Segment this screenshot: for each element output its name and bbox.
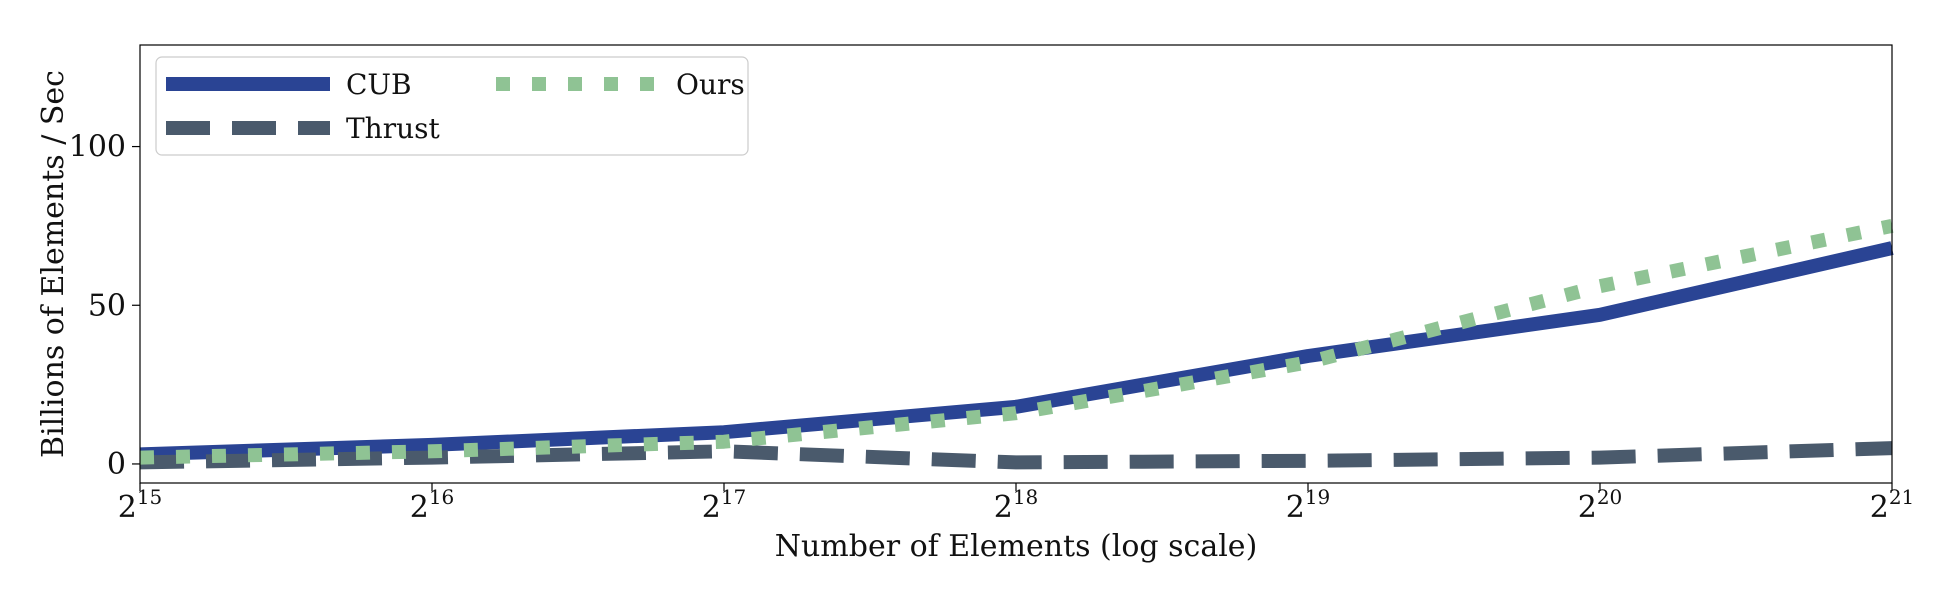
x-tick-label: 220 — [1578, 485, 1623, 525]
x-tick-label: 216 — [410, 485, 455, 525]
x-tick-label: 221 — [1870, 485, 1915, 525]
legend-box — [155, 56, 749, 156]
legend-label-ours: Ours — [676, 68, 745, 101]
y-axis-label: Billions of Elements / Sec — [36, 70, 71, 458]
legend: CUB Thrust Ours — [155, 56, 749, 156]
series-line-ours — [139, 219, 1894, 465]
x-tick-label: 219 — [1286, 485, 1331, 525]
legend-items: CUB Thrust Ours — [166, 68, 745, 145]
x-tick-label: 217 — [702, 485, 747, 525]
legend-label-cub: CUB — [346, 68, 412, 101]
y-tick-label: 50 — [88, 288, 126, 323]
plot-lines — [139, 219, 1894, 470]
x-tick-label: 215 — [118, 485, 163, 525]
y-tick-label: 0 — [107, 447, 126, 482]
y-tick-label: 100 — [69, 130, 126, 165]
legend-label-thrust: Thrust — [346, 112, 440, 145]
x-axis-label: Number of Elements (log scale) — [775, 529, 1258, 564]
x-tick-label: 218 — [994, 485, 1039, 525]
axis-ticks: 215 216 217 218 219 220 221 0 50 100 — [69, 130, 1915, 525]
